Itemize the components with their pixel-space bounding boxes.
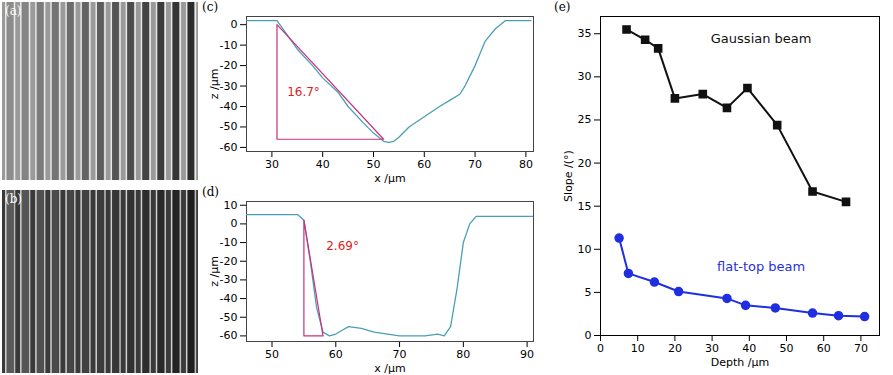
svg-text:70: 70 bbox=[468, 158, 482, 171]
svg-text:z /μm: z /μm bbox=[208, 69, 221, 100]
svg-text:5: 5 bbox=[585, 286, 592, 299]
html-text:(e): (e) bbox=[554, 0, 571, 14]
svg-text:40: 40 bbox=[316, 158, 330, 171]
svg-text:50: 50 bbox=[780, 342, 794, 355]
svg-text:20: 20 bbox=[668, 342, 682, 355]
svg-text:0: 0 bbox=[597, 342, 604, 355]
svg-text:80: 80 bbox=[519, 158, 533, 171]
svg-text:90: 90 bbox=[520, 348, 534, 361]
svg-text:x /μm: x /μm bbox=[374, 172, 405, 185]
svg-text:50: 50 bbox=[265, 348, 279, 361]
svg-text:-20: -20 bbox=[220, 255, 238, 268]
svg-text:35: 35 bbox=[578, 27, 592, 40]
svg-text:Gaussian beam: Gaussian beam bbox=[711, 31, 812, 46]
svg-text:10: 10 bbox=[631, 342, 645, 355]
svg-text:80: 80 bbox=[456, 348, 470, 361]
svg-text:70: 70 bbox=[854, 342, 868, 355]
svg-text:50: 50 bbox=[366, 158, 380, 171]
svg-text:-50: -50 bbox=[220, 311, 238, 324]
svg-text:z /μm: z /μm bbox=[208, 256, 221, 287]
svg-text:-50: -50 bbox=[220, 120, 238, 133]
svg-text:16.7°: 16.7° bbox=[287, 85, 320, 99]
svg-text:-20: -20 bbox=[220, 59, 238, 72]
svg-text:x /μm: x /μm bbox=[374, 362, 405, 375]
svg-text:10: 10 bbox=[224, 199, 238, 212]
svg-text:-40: -40 bbox=[220, 100, 238, 113]
svg-text:15: 15 bbox=[578, 200, 592, 213]
svg-text:10: 10 bbox=[578, 243, 592, 256]
svg-text:Depth /μm: Depth /μm bbox=[711, 356, 769, 369]
html-text:(d): (d) bbox=[202, 185, 219, 199]
svg-text:25: 25 bbox=[578, 113, 592, 126]
svg-text:30: 30 bbox=[705, 342, 719, 355]
svg-text:2.69°: 2.69° bbox=[326, 239, 359, 253]
html-text:(c): (c) bbox=[202, 0, 219, 14]
svg-text:-40: -40 bbox=[220, 292, 238, 305]
svg-text:40: 40 bbox=[742, 342, 756, 355]
svg-text:-10: -10 bbox=[220, 39, 238, 52]
svg-text:-30: -30 bbox=[220, 273, 238, 286]
html-text:(a): (a) bbox=[5, 4, 22, 18]
svg-text:flat-top beam: flat-top beam bbox=[717, 259, 805, 274]
svg-text:-10: -10 bbox=[220, 236, 238, 249]
svg-text:60: 60 bbox=[329, 348, 343, 361]
svg-text:0: 0 bbox=[585, 329, 592, 342]
svg-text:0: 0 bbox=[231, 18, 238, 31]
svg-text:0: 0 bbox=[231, 217, 238, 230]
svg-text:70: 70 bbox=[393, 348, 407, 361]
svg-text:60: 60 bbox=[417, 158, 431, 171]
svg-text:30: 30 bbox=[578, 70, 592, 83]
svg-text:20: 20 bbox=[578, 157, 592, 170]
svg-text:60: 60 bbox=[817, 342, 831, 355]
svg-text:-60: -60 bbox=[220, 329, 238, 342]
svg-text:-60: -60 bbox=[220, 141, 238, 154]
svg-text:Slope /(°): Slope /(°) bbox=[562, 150, 575, 202]
svg-text:30: 30 bbox=[265, 158, 279, 171]
svg-text:-30: -30 bbox=[220, 80, 238, 93]
html-text:(b): (b) bbox=[5, 192, 22, 206]
